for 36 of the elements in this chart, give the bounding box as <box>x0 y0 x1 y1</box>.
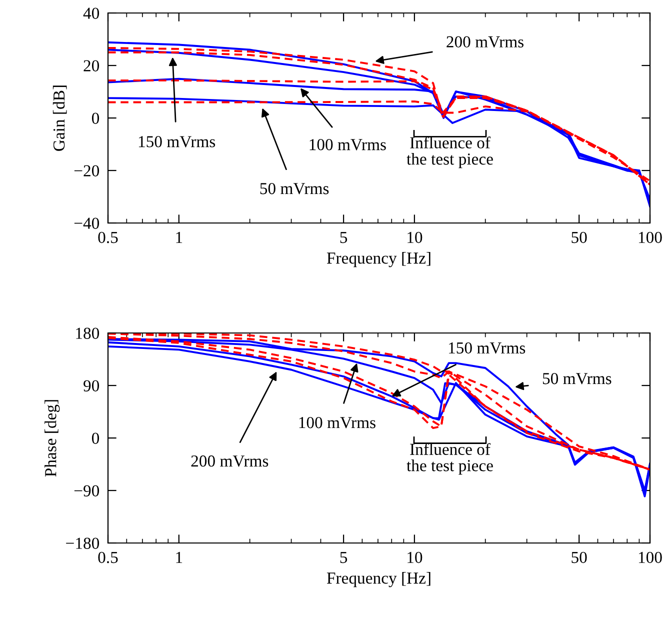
y-tick-label: −90 <box>74 485 100 496</box>
y-axis-title: Gain [dB] <box>52 86 67 151</box>
annotation: 50 mVrms <box>542 372 612 384</box>
x-axis-title: Frequency [Hz] <box>326 252 430 268</box>
x-tick-label: 1 <box>176 232 182 243</box>
y-tick-label: −40 <box>74 218 100 229</box>
x-tick-label: 50 <box>572 232 587 244</box>
x-tick-label: 0.5 <box>98 552 118 564</box>
y-tick-label: 180 <box>76 328 100 339</box>
annotation: 150 mVrms <box>449 342 526 354</box>
y-tick-label: 20 <box>84 60 100 72</box>
x-tick-label: 10 <box>408 232 422 244</box>
y-tick-label: 0 <box>92 112 100 124</box>
x-tick-label: 5 <box>340 552 348 564</box>
annotation: Influence of the test piece <box>406 443 493 475</box>
y-tick-label: −20 <box>74 165 100 176</box>
y-tick-label: 40 <box>83 8 100 19</box>
x-tick-label: 10 <box>408 552 422 564</box>
y-tick-label: 90 <box>84 380 100 392</box>
y-axis-title: Phase [deg] <box>44 400 60 477</box>
annotation: 200 mVrms <box>446 36 524 48</box>
x-tick-label: 5 <box>340 232 348 244</box>
annotation: 100 mVrms <box>310 139 386 150</box>
annotation: 150 mVrms <box>138 136 216 148</box>
y-tick-label: 0 <box>92 432 100 444</box>
x-tick-label: 50 <box>572 552 587 564</box>
x-tick-label: 0.5 <box>98 232 118 244</box>
annotation: 200 mVrms <box>191 455 268 467</box>
x-axis-title: Frequency [Hz] <box>326 572 430 588</box>
x-tick-label: 100 <box>638 232 662 244</box>
annotation: 100 mVrms <box>299 416 376 428</box>
x-tick-label: 100 <box>638 552 662 564</box>
y-tick-label: −180 <box>66 538 100 549</box>
annotation: Influence of the test piece <box>406 136 493 168</box>
annotation: 50 mVrms <box>260 182 329 194</box>
x-tick-label: 1 <box>176 552 182 563</box>
